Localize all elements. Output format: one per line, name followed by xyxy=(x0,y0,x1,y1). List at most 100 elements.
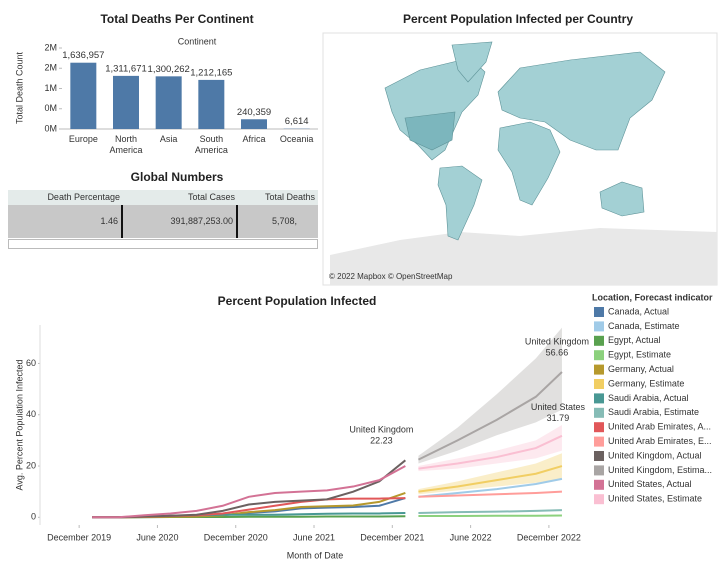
legend-label: Saudi Arabia, Estimate xyxy=(608,407,699,417)
y-tick-label: 2M xyxy=(44,42,57,52)
line xyxy=(418,477,563,498)
line xyxy=(418,514,562,518)
x-tick-label: June 2021 xyxy=(293,532,335,542)
annotation-value: 56.66 xyxy=(546,347,569,357)
bar xyxy=(113,75,139,129)
africa xyxy=(497,121,561,206)
line xyxy=(418,434,563,470)
legend-label: Canada, Actual xyxy=(608,306,669,316)
legend-swatch xyxy=(594,479,604,490)
legend-swatch xyxy=(594,451,604,461)
x-tick-label: December 2019 xyxy=(47,532,111,542)
table-title: Global Numbers xyxy=(131,170,224,184)
legend-label: Canada, Estimate xyxy=(608,321,680,331)
legend-swatch xyxy=(594,465,604,476)
legend-swatch xyxy=(594,422,604,433)
y-tick-label: 2M xyxy=(44,63,57,73)
line xyxy=(417,371,563,461)
x-tick-label: South America xyxy=(194,134,228,155)
legend-label: Germany, Actual xyxy=(608,364,674,374)
y-tick-label: 60 xyxy=(26,358,36,368)
australia xyxy=(599,181,645,217)
value-label: 1,212,165 xyxy=(190,67,232,78)
x-tick-label: North America xyxy=(109,134,143,155)
value-label: 240,359 xyxy=(237,107,271,118)
map-title: Percent Population Infected per Country xyxy=(403,12,633,26)
legend-label: Egypt, Estimate xyxy=(608,350,671,360)
legend-swatch xyxy=(594,350,604,361)
y-tick-label: 20 xyxy=(26,460,36,470)
x-tick-label: June 2020 xyxy=(136,532,178,542)
bar xyxy=(70,62,97,129)
antarctica xyxy=(330,228,717,285)
column-header: Total Deaths xyxy=(238,190,318,205)
eurasia xyxy=(497,51,666,151)
line xyxy=(92,465,406,519)
table-cell: 5,708, xyxy=(238,205,318,238)
annotation-label: United States xyxy=(531,402,586,412)
legend-label: United Arab Emirates, A... xyxy=(608,422,711,432)
x-tick-label: Asia xyxy=(159,134,178,144)
bar xyxy=(198,79,225,129)
legend-swatch xyxy=(594,436,604,447)
column-header: Total Cases xyxy=(123,190,238,205)
map-attribution: © 2022 Mapbox © OpenStreetMap xyxy=(329,272,453,281)
annotation-value: 22.23 xyxy=(370,436,393,446)
legend-swatch xyxy=(594,407,604,418)
y-tick-label: 0M xyxy=(44,123,57,133)
value-label: 6,614 xyxy=(285,116,309,127)
y-axis-label: Avg. Percent Population Infected xyxy=(14,360,24,491)
value-label: 1,636,957 xyxy=(62,50,104,61)
annotation-value: 31.79 xyxy=(547,413,570,423)
column-header: Death Percentage xyxy=(8,190,123,205)
x-tick-label: December 2022 xyxy=(517,532,581,542)
x-tick-label: Africa xyxy=(242,134,266,144)
x-axis-label: Month of Date xyxy=(287,550,344,560)
legend-swatch xyxy=(594,494,604,505)
legend-label: United States, Actual xyxy=(608,479,692,489)
legend-label: Egypt, Actual xyxy=(608,335,661,345)
annotation-label: United Kingdom xyxy=(525,336,589,346)
legend-swatch xyxy=(594,364,604,375)
x-tick-label: Europe xyxy=(68,134,98,144)
x-tick-label: December 2020 xyxy=(204,532,268,542)
x-tick-label: December 2021 xyxy=(360,532,424,542)
greenland xyxy=(451,41,493,83)
legend-title: Location, Forecast indicator xyxy=(592,292,713,302)
bar xyxy=(241,119,267,129)
legend-swatch xyxy=(594,379,604,389)
chart-title: Total Deaths Per Continent xyxy=(100,12,253,26)
table-cell: 1.46 xyxy=(8,205,123,238)
x-tick-label: Oceania xyxy=(279,134,314,144)
legend-swatch xyxy=(594,335,604,346)
line xyxy=(92,459,406,519)
confidence-band xyxy=(418,453,562,495)
legend-label: United Kingdom, Estima... xyxy=(608,465,712,475)
value-label: 1,311,671 xyxy=(105,63,147,74)
table-cell: 391,887,253.00 xyxy=(123,205,238,238)
legend-label: United Arab Emirates, E... xyxy=(608,436,712,446)
annotation-label: United Kingdom xyxy=(349,425,413,435)
legend-swatch xyxy=(594,307,604,317)
legend-label: United States, Estimate xyxy=(608,494,702,504)
confidence-band xyxy=(418,425,562,472)
legend-label: United Kingdom, Actual xyxy=(608,450,702,460)
y-tick-label: 40 xyxy=(26,409,36,419)
scrollbar[interactable] xyxy=(8,239,318,249)
y-tick-label: 0 xyxy=(31,512,36,522)
bar xyxy=(155,76,182,129)
line xyxy=(418,509,562,514)
y-axis-label: Total Death Count xyxy=(14,51,24,124)
legend-label: Saudi Arabia, Actual xyxy=(608,393,689,403)
usa xyxy=(404,111,456,151)
y-tick-label: 0M xyxy=(44,103,57,113)
value-label: 1,300,262 xyxy=(148,64,190,75)
legend-swatch xyxy=(594,321,604,332)
y-tick-label: 1M xyxy=(44,83,57,93)
map xyxy=(322,32,718,286)
legend-swatch xyxy=(594,393,604,404)
south-america xyxy=(437,165,483,241)
line xyxy=(418,490,563,498)
